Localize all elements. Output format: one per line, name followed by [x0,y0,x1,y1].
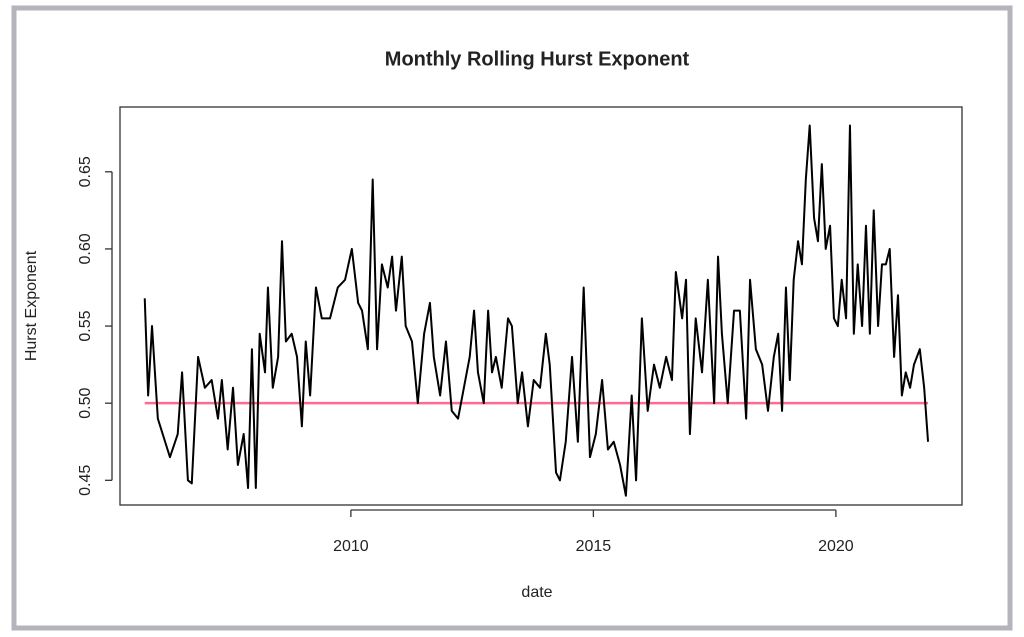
x-tick-label: 2015 [576,538,612,555]
y-tick-label: 0.45 [77,465,94,496]
y-tick-label: 0.50 [77,388,94,419]
series-line [143,124,930,497]
chart-title: Monthly Rolling Hurst Exponent [385,48,690,70]
y-tick-label: 0.60 [77,233,94,264]
x-axis-label: date [521,584,552,601]
y-axis-label: Hurst Exponent [23,250,40,361]
frame [11,5,1013,631]
y-tick-label: 0.55 [77,310,94,341]
plot-box [119,106,963,506]
x-tick-label: 2020 [818,538,854,555]
x-tick-label: 2010 [333,538,369,555]
y-tick-label: 0.65 [77,156,94,187]
